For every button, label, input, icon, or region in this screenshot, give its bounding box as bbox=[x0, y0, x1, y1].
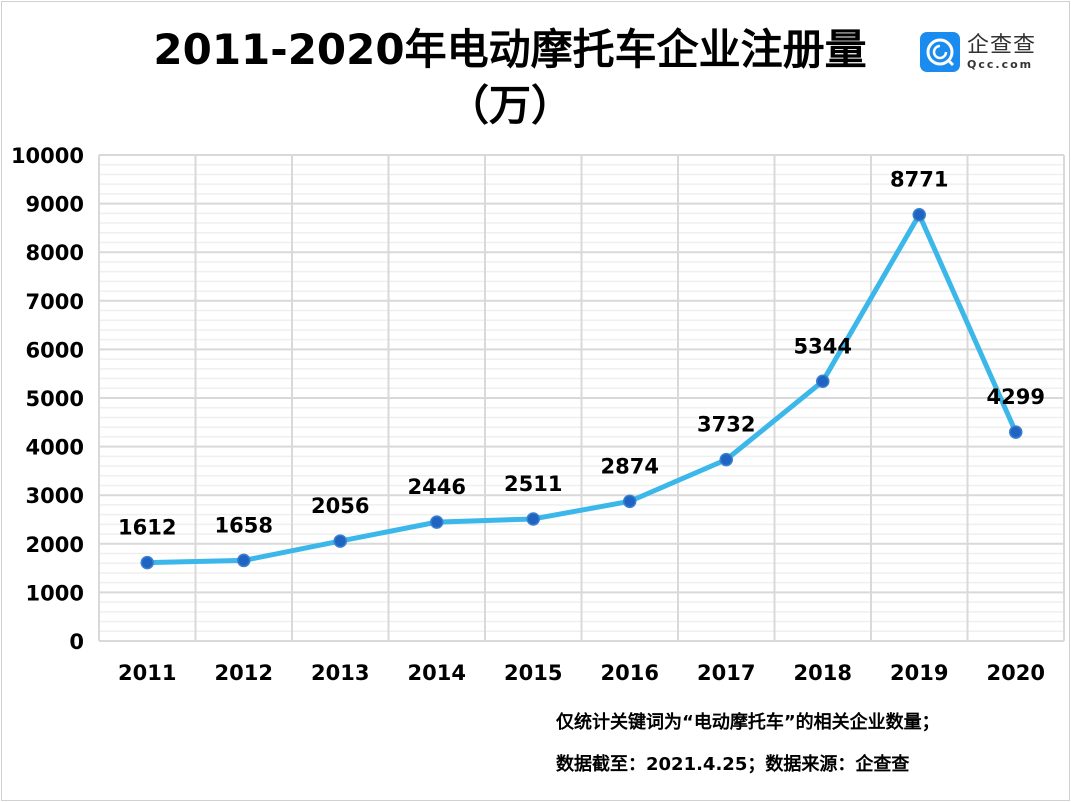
data-label: 2874 bbox=[601, 454, 659, 478]
x-tick-label: 2017 bbox=[697, 661, 755, 685]
data-point bbox=[526, 512, 540, 526]
data-label: 8771 bbox=[890, 168, 948, 192]
data-label: 1658 bbox=[215, 513, 273, 537]
x-tick-label: 2018 bbox=[794, 661, 852, 685]
y-tick-label: 6000 bbox=[26, 338, 84, 362]
x-tick-label: 2019 bbox=[890, 661, 948, 685]
series-line bbox=[147, 212, 1019, 566]
y-tick-label: 0 bbox=[69, 630, 84, 654]
note-1: 仅统计关键词为“电动摩托车”的相关企业数量； bbox=[556, 712, 940, 733]
y-tick-label: 3000 bbox=[26, 484, 84, 508]
data-point bbox=[1009, 425, 1023, 439]
y-tick-label: 2000 bbox=[26, 533, 84, 557]
data-label: 2446 bbox=[408, 475, 466, 499]
data-point bbox=[623, 494, 637, 509]
data-point bbox=[333, 534, 347, 548]
data-label: 2056 bbox=[311, 494, 369, 518]
title-line-1: 2011-2020年电动摩托车企业注册量 bbox=[153, 25, 867, 74]
y-tick-label: 7000 bbox=[26, 290, 84, 314]
data-label: 5344 bbox=[794, 334, 852, 358]
data-point bbox=[912, 207, 926, 222]
x-tick-label: 2020 bbox=[987, 661, 1045, 685]
logo-en: Qcc.com bbox=[967, 57, 1034, 71]
y-tick-label: 8000 bbox=[26, 241, 84, 265]
chart-title: 2011-2020年电动摩托车企业注册量 （万） bbox=[100, 22, 920, 134]
data-point bbox=[430, 515, 444, 529]
x-tick-label: 2011 bbox=[118, 661, 176, 685]
qcc-logo: 企查查 Qcc.com bbox=[920, 32, 1036, 72]
title-line-2: （万） bbox=[446, 81, 573, 130]
y-tick-label: 1000 bbox=[26, 581, 84, 605]
x-tick-label: 2014 bbox=[408, 661, 466, 685]
data-label: 2511 bbox=[504, 472, 562, 496]
data-label: 1612 bbox=[118, 516, 176, 540]
x-tick-label: 2015 bbox=[504, 661, 562, 685]
y-tick-label: 9000 bbox=[26, 193, 84, 217]
data-point bbox=[719, 452, 733, 467]
data-point bbox=[816, 374, 830, 389]
data-label: 3732 bbox=[697, 413, 755, 437]
qcc-logo-icon bbox=[920, 32, 960, 72]
y-tick-label: 10000 bbox=[11, 144, 84, 168]
x-tick-label: 2016 bbox=[601, 661, 659, 685]
y-tick-label: 5000 bbox=[26, 387, 84, 411]
y-tick-label: 4000 bbox=[26, 436, 84, 460]
logo-cn: 企查查 bbox=[967, 32, 1037, 58]
data-point bbox=[237, 553, 251, 568]
data-label: 4299 bbox=[987, 385, 1045, 409]
x-tick-label: 2012 bbox=[215, 661, 273, 685]
note-2: 数据截至：2021.4.25；数据来源：企查查 bbox=[556, 754, 910, 775]
data-point bbox=[140, 555, 154, 570]
x-tick-label: 2013 bbox=[311, 661, 369, 685]
